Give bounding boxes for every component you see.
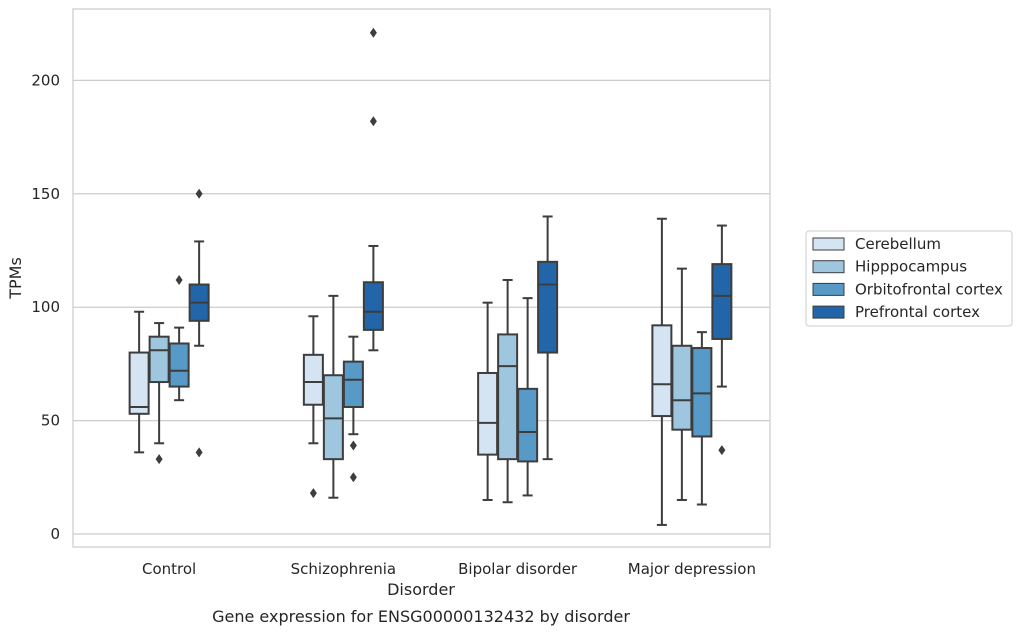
- box-iqr: [168, 342, 190, 388]
- x-tick-label: Control: [142, 560, 196, 578]
- box-iqr: [362, 281, 384, 331]
- box-hipppocampus: [148, 322, 170, 465]
- box-orbitofrontal-cortex: [342, 335, 364, 483]
- box-iqr: [517, 387, 539, 463]
- box-iqr: [671, 344, 693, 431]
- outlier-point: [349, 472, 357, 483]
- legend-swatch: [812, 260, 845, 274]
- box-prefrontal-cortex: [537, 215, 559, 461]
- x-tick-label: Major depression: [628, 560, 756, 578]
- plot-area: [73, 9, 770, 547]
- box-iqr: [651, 324, 673, 418]
- box-hipppocampus: [671, 267, 693, 501]
- x-axis-label: Disorder: [387, 580, 455, 599]
- box-iqr: [691, 347, 713, 438]
- box-cerebellum: [477, 301, 499, 501]
- y-tick-labels: 0 50 100 150 200: [31, 71, 60, 543]
- outlier-point: [309, 488, 317, 499]
- box-prefrontal-cortex: [362, 27, 384, 352]
- legend-label: Orbitofrontal cortex: [855, 280, 1003, 298]
- box-iqr: [497, 333, 519, 461]
- legend: Cerebellum Hipppocampus Orbitofrontal cort…: [805, 230, 1013, 327]
- box-orbitofrontal-cortex: [168, 274, 190, 402]
- legend-swatch: [812, 282, 845, 296]
- legend-label: Hipppocampus: [855, 258, 967, 276]
- legend-swatch: [812, 305, 845, 319]
- outlier-point: [369, 27, 377, 38]
- y-tick-label: 200: [31, 71, 60, 89]
- legend-label: Cerebellum: [855, 235, 941, 253]
- x-tick-labels: Control Schizophrenia Bipolar disorder Majo…: [142, 560, 756, 578]
- chart-caption: Gene expression for ENSG00000132432 by d…: [212, 607, 630, 626]
- y-tick-label: 0: [50, 525, 60, 543]
- outlier-point: [175, 274, 183, 285]
- box-iqr: [148, 335, 170, 384]
- box-iqr: [302, 353, 324, 406]
- x-tick-label: Bipolar disorder: [458, 560, 578, 578]
- legend-label: Prefrontal cortex: [855, 303, 980, 321]
- box-orbitofrontal-cortex: [517, 297, 539, 497]
- outlier-point: [718, 445, 726, 456]
- box-iqr: [128, 351, 150, 415]
- box-prefrontal-cortex: [711, 224, 733, 456]
- box-iqr: [342, 360, 364, 408]
- y-axis-label: TPMs: [6, 257, 25, 300]
- y-tick-label: 150: [31, 185, 60, 203]
- x-tick-label: Schizophrenia: [291, 560, 396, 578]
- legend-swatch: [812, 237, 845, 251]
- outlier-point: [349, 440, 357, 451]
- outlier-point: [155, 454, 163, 465]
- box-iqr: [537, 260, 559, 354]
- box-cerebellum: [302, 315, 324, 499]
- box-orbitofrontal-cortex: [691, 331, 713, 506]
- box-iqr: [711, 263, 733, 340]
- box-prefrontal-cortex: [188, 188, 210, 458]
- box-hipppocampus: [322, 294, 344, 499]
- plot-frame: [72, 8, 771, 548]
- box-cerebellum: [128, 310, 150, 454]
- y-tick-label: 100: [31, 298, 60, 316]
- outlier-point: [195, 188, 203, 199]
- y-tick-label: 50: [41, 412, 60, 430]
- box-cerebellum: [651, 217, 673, 526]
- box-series: [128, 27, 733, 526]
- box-iqr: [477, 371, 499, 456]
- outlier-point: [195, 447, 203, 458]
- outlier-point: [369, 116, 377, 127]
- legend-frame: [805, 230, 1013, 327]
- box-iqr: [322, 374, 344, 461]
